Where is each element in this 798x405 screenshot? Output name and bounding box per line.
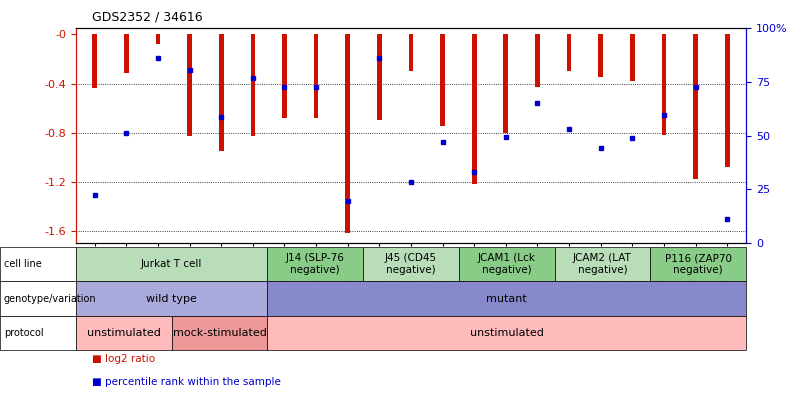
Text: P116 (ZAP70
negative): P116 (ZAP70 negative) (665, 254, 732, 275)
Text: wild type: wild type (146, 294, 197, 304)
Bar (598, 34, 603, 77)
Bar (504, 34, 508, 132)
Text: ■ percentile rank within the sample: ■ percentile rank within the sample (92, 377, 281, 387)
Bar (282, 34, 286, 118)
Text: J45 (CD45
negative): J45 (CD45 negative) (385, 254, 437, 275)
Bar (251, 34, 255, 136)
Bar (630, 34, 634, 81)
Bar (535, 34, 539, 87)
Bar (156, 34, 160, 44)
Bar (377, 34, 381, 120)
Bar (725, 34, 729, 167)
Text: cell line: cell line (4, 259, 41, 269)
Text: mutant: mutant (486, 294, 527, 304)
Text: Jurkat T cell: Jurkat T cell (141, 259, 202, 269)
Bar (124, 34, 128, 72)
Text: unstimulated: unstimulated (470, 328, 543, 338)
Bar (662, 34, 666, 135)
Text: genotype/variation: genotype/variation (4, 294, 97, 304)
Bar (472, 34, 476, 184)
Text: ■ log2 ratio: ■ log2 ratio (92, 354, 155, 364)
Bar (314, 34, 318, 118)
Text: JCAM1 (Lck
negative): JCAM1 (Lck negative) (478, 254, 535, 275)
Bar (93, 34, 97, 88)
Text: protocol: protocol (4, 328, 44, 338)
Bar (567, 34, 571, 71)
Text: JCAM2 (LAT
negative): JCAM2 (LAT negative) (573, 254, 632, 275)
Bar (346, 34, 350, 233)
Bar (188, 34, 192, 136)
Text: unstimulated: unstimulated (87, 328, 160, 338)
Text: GDS2352 / 34616: GDS2352 / 34616 (92, 10, 203, 23)
Text: mock-stimulated: mock-stimulated (172, 328, 267, 338)
Bar (693, 34, 698, 179)
Bar (219, 34, 223, 151)
Bar (409, 34, 413, 71)
Bar (440, 34, 445, 126)
Text: J14 (SLP-76
negative): J14 (SLP-76 negative) (286, 254, 345, 275)
